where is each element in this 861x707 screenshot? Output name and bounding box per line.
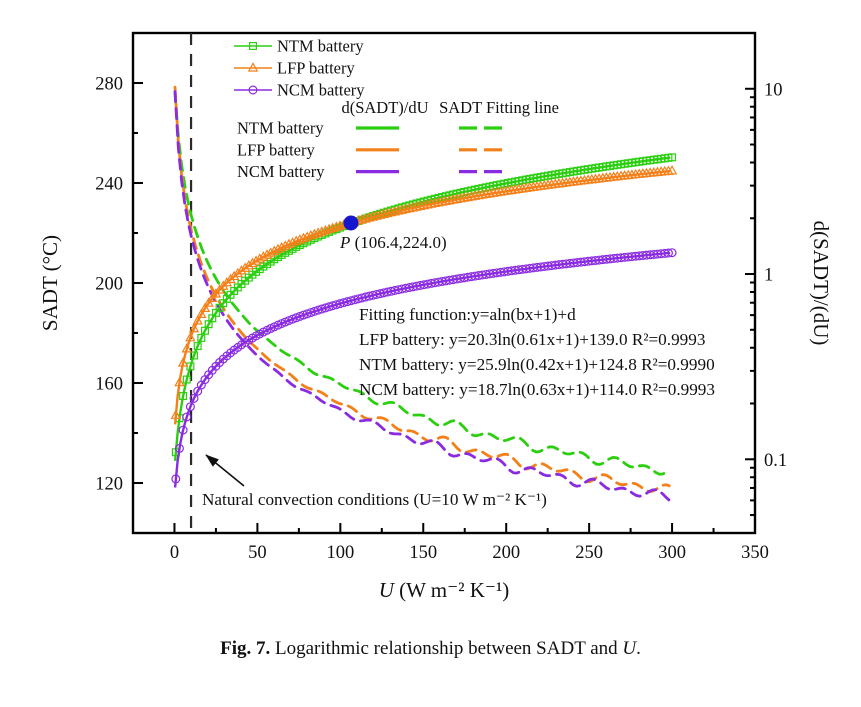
legend-line-label-0: NTM battery bbox=[237, 119, 324, 138]
right-axis-title: d(SADT)/(dU) bbox=[809, 221, 833, 346]
axis-titles: U (W m⁻² K⁻¹) SADT (°C) d(SADT)/(dU) bbox=[38, 221, 833, 602]
svg-text:1: 1 bbox=[764, 266, 773, 286]
figure-caption: Fig. 7. Logarithmic relationship between… bbox=[0, 638, 861, 660]
svg-text:150: 150 bbox=[409, 543, 437, 563]
sadt-curves bbox=[170, 153, 678, 488]
legend-line-label-2: NCM battery bbox=[237, 162, 325, 181]
legend-marker-label-1: LFP battery bbox=[277, 59, 356, 78]
legend-lines: d(SADT)/dU SADT Fitting line NTM battery LF… bbox=[237, 98, 559, 181]
svg-text:160: 160 bbox=[95, 375, 123, 395]
x-axis-title: U (W m⁻² K⁻¹) bbox=[379, 578, 510, 602]
fit-equation-line-0: Fitting function:y=aln(bx+1)+d bbox=[359, 305, 576, 324]
fit-equation-line-3: NCM battery: y=18.7ln(0.63x+1)+114.0 R²=… bbox=[359, 380, 715, 399]
fit-equation-line-1: LFP battery: y=20.3ln(0.61x+1)+139.0 R²=… bbox=[359, 330, 705, 349]
caption-period: . bbox=[636, 638, 641, 659]
svg-text:120: 120 bbox=[95, 475, 123, 495]
svg-text:300: 300 bbox=[658, 543, 686, 563]
caption-body: Logarithmic relationship between SADT an… bbox=[270, 638, 623, 659]
sadt-chart: 0 50 100 150 200 250 300 350 120 160 200 240 280 10 1 0… bbox=[38, 31, 833, 602]
svg-text:200: 200 bbox=[492, 543, 520, 563]
svg-text:250: 250 bbox=[575, 543, 603, 563]
svg-text:280: 280 bbox=[95, 75, 123, 95]
point-P: P (106.4,224.0) bbox=[339, 215, 447, 252]
svg-text:350: 350 bbox=[741, 543, 769, 563]
natural-convection-label: Natural convection conditions (U=10 W m⁻… bbox=[202, 490, 547, 509]
derivative-curve-ncm bbox=[173, 90, 671, 502]
left-axis-title: SADT (°C) bbox=[38, 235, 62, 331]
axes: 0 50 100 150 200 250 300 350 120 160 200 240 280 10 1 0… bbox=[95, 31, 787, 563]
fit-equation-line-2: NTM battery: y=25.9ln(0.42x+1)+124.8 R²=… bbox=[359, 355, 715, 374]
svg-text:50: 50 bbox=[248, 543, 267, 563]
legend-col2-header: SADT Fitting line bbox=[439, 98, 559, 117]
legend-marker-label-2: NCM battery bbox=[277, 81, 365, 100]
sadt-series-lfp bbox=[170, 165, 678, 425]
svg-text:200: 200 bbox=[95, 275, 123, 295]
caption-label: Fig. 7. bbox=[220, 638, 271, 659]
legend-col1-header: d(SADT)/dU bbox=[341, 98, 428, 117]
fitting-equations: Fitting function:y=aln(bx+1)+d LFP batter… bbox=[359, 305, 715, 399]
svg-text:0: 0 bbox=[170, 543, 179, 563]
legend-line-label-1: LFP battery bbox=[237, 140, 316, 159]
legend-markers: NTM battery LFP battery NCM battery bbox=[234, 37, 365, 100]
point-P-label: P (106.4,224.0) bbox=[339, 233, 447, 252]
svg-text:0.1: 0.1 bbox=[764, 451, 787, 471]
sadt-series-ncm bbox=[171, 248, 677, 488]
caption-symbol: U bbox=[622, 638, 637, 659]
svg-text:240: 240 bbox=[95, 175, 123, 195]
natural-convection-annotation: Natural convection conditions (U=10 W m⁻… bbox=[202, 454, 547, 509]
legend-marker-label-0: NTM battery bbox=[277, 37, 364, 56]
svg-text:10: 10 bbox=[764, 80, 783, 100]
svg-text:100: 100 bbox=[326, 543, 354, 563]
